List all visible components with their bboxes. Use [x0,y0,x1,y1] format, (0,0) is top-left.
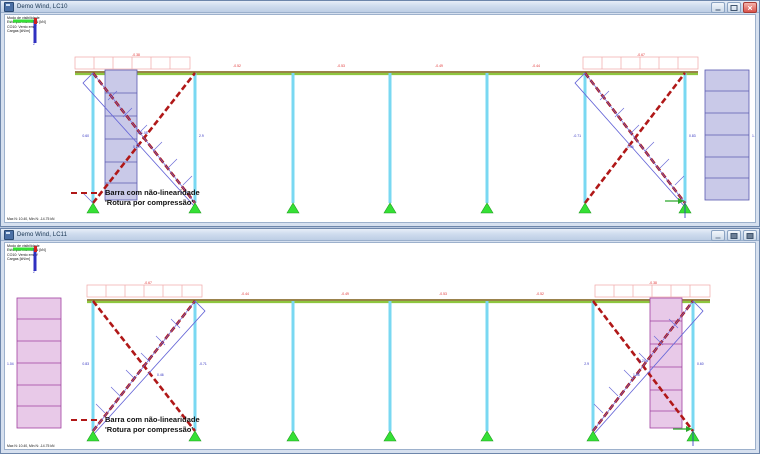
supports [86,202,692,214]
column-force-label-1: 0.46 [157,373,164,377]
roof-distributed-load-right [594,284,711,298]
maximize-button[interactable] [727,2,741,13]
roof-distributed-load-left [86,284,203,298]
window-demo-wind-lc10[interactable]: Demo Wind, LC10 Modo de visibilidade Esf… [0,0,760,227]
window-controls[interactable] [711,2,757,13]
wall-load-block-left [16,297,62,429]
minimize-button[interactable] [711,230,725,241]
window-demo-wind-lc11[interactable]: Demo Wind, LC11 Modo de visibilidade Esf… [0,228,760,454]
column-force-label-4: 0.24 [639,359,646,363]
roof-load-label-4: -0.52 [536,292,544,296]
legend-line-1: Barra com não-linearidade [105,188,200,197]
model-viewport[interactable]: Modo de visibilidade Esforços internos N… [4,14,756,223]
column-force-labels: 0.60 1.08 0.24 2.9 -0.71 0.46 0.83 1.04 [82,131,756,149]
column-force-label-4: -0.71 [573,134,581,138]
force-value-labels: -0.67 -0.44 -0.49 -0.53 -0.52 -0.38 [144,281,657,296]
legend-line-2: 'Rotura por compressão' [105,425,194,434]
close-button[interactable] [743,2,757,13]
column-force-label-0: 0.83 [82,362,89,366]
roof-load-label-4: -0.44 [532,64,540,68]
roof-distributed-load-left [74,56,191,70]
column-force-label-2: 0.24 [133,145,140,149]
columns [91,73,687,203]
column-force-label-5: 1.08 [633,373,640,377]
nonlinear-bar-icon [71,419,97,421]
window-title: Demo Wind, LC11 [17,231,68,238]
structure-drawing: -0.38 -0.52 -0.53 -0.49 -0.44 -0.67 0.60… [74,53,756,218]
roof-beam [87,299,710,304]
columns [91,301,695,431]
column-force-label-6: 0.60 [697,362,704,366]
info-line-loads: Cargas [kN/m] [7,257,30,262]
minimize-button[interactable] [711,2,725,13]
roof-load-label-3: -0.53 [439,292,447,296]
roof-load-label-1: -0.52 [233,64,241,68]
info-line-load-case: CO10: Vento em -Y [7,252,39,257]
legend: Barra com não-linearidade 'Rotura por co… [71,415,200,435]
app-icon [4,1,14,12]
wall-load-block-right-bay [649,297,683,429]
force-value-labels: -0.38 -0.52 -0.53 -0.49 -0.44 -0.67 [132,53,645,68]
info-line-mode: Modo de visibilidade [7,244,40,248]
roof-load-label-2: -0.53 [337,64,345,68]
structure-drawing: -0.67 -0.44 -0.49 -0.53 -0.52 -0.38 0.83… [7,281,711,446]
roof-load-label-0: -0.38 [132,53,140,57]
roof-load-label-1: -0.44 [241,292,249,296]
axis-widget: Y Z [9,18,37,45]
supports [86,430,700,442]
roof-load-label-5: -0.67 [637,53,645,57]
info-line-loads: Cargas [kN/m] [7,29,30,34]
axis-z-label: Z [33,42,35,45]
legend-line-1: Barra com não-linearidade [105,415,200,424]
roof-distributed-load-right [582,56,699,70]
close-button[interactable] [743,230,757,241]
support-reaction-arrow [665,198,686,218]
model-viewport[interactable]: Modo de visibilidade Esforços internos N… [4,242,756,450]
column-force-label-3: 2.9 [584,362,589,366]
window-title: Demo Wind, LC10 [17,3,68,10]
axis-widget: Y Z [9,246,37,273]
column-force-label-0: 0.60 [82,134,89,138]
column-force-label-6: 0.83 [689,134,696,138]
support-reaction-arrow [673,426,694,446]
roof-load-label-0: -0.67 [144,281,152,285]
column-force-label-5: 0.46 [627,145,634,149]
wall-load-block-right [704,69,750,201]
nonlinear-bar-icon [71,192,97,194]
column-force-labels: 0.83 0.46 -0.71 2.9 0.24 1.08 0.60 1.04 [7,359,704,377]
wall-load-block-left-bay [104,69,138,201]
column-force-label-1: 1.08 [141,131,148,135]
axis-z-label: Z [33,270,35,273]
wall-load-label: 1.04 [7,362,14,366]
legend-line-2: 'Rotura por compressão' [105,198,194,207]
title-bar[interactable]: Demo Wind, LC11 [1,229,759,241]
axis-x-label: Y [9,248,12,252]
window-controls[interactable] [711,230,757,241]
roof-beam [75,71,698,76]
status-line: Max N: 10.40, Min N: -14.75 kN [7,217,55,221]
column-force-label-3: 2.9 [199,134,204,138]
legend: Barra com não-linearidade 'Rotura por co… [71,188,200,208]
column-force-label-2: -0.71 [199,362,207,366]
info-line-mode: Modo de visibilidade [7,16,40,20]
roof-load-label-2: -0.49 [341,292,349,296]
info-line-load-case: CO10: Vento em Y [7,24,37,29]
wall-load-label: 1.04 [752,134,756,138]
maximize-button[interactable] [727,230,741,241]
brace-force-diagram-right [592,300,704,436]
status-line: Max N: 10.40, Min N: -14.75 kN [7,444,55,448]
axis-x-label: Y [9,20,12,24]
app-icon [4,229,14,240]
title-bar[interactable]: Demo Wind, LC10 [1,1,759,13]
roof-load-label-3: -0.49 [435,64,443,68]
roof-load-label-5: -0.38 [649,281,657,285]
